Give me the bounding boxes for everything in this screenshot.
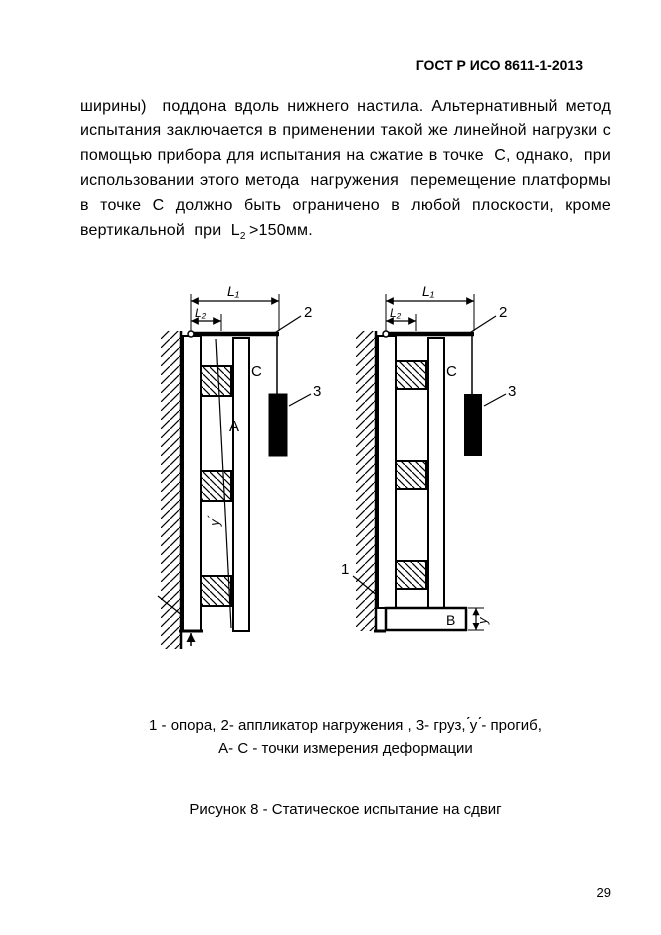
label-L1: L₁ <box>227 283 240 299</box>
figure-title: Рисунок 8 - Статическое испытание на сдв… <box>80 798 611 821</box>
label-1-r: 1 <box>341 561 349 578</box>
label-L2: L₂ <box>195 306 207 320</box>
label-3: 3 <box>313 383 321 400</box>
page-number: 29 <box>597 883 611 903</box>
label-yprime: y ́ <box>206 516 221 528</box>
figure-8-svg: L₁ L₂ 2 3 C A y ́ 1 <box>156 266 536 656</box>
label-L2-r: L₂ <box>390 306 402 320</box>
label-3-r: 3 <box>508 383 516 400</box>
caption-line-2: A- C - точки измерения деформации <box>218 740 473 757</box>
figure-block: L₁ L₂ 2 3 C A y ́ 1 <box>80 266 611 665</box>
label-C-r: C <box>446 363 457 380</box>
panel-left: L₁ L₂ 2 3 C A y ́ 1 <box>156 283 321 649</box>
label-A: A <box>229 418 239 435</box>
label-C: C <box>251 363 262 380</box>
panel-right: B L₁ L₂ 2 3 <box>341 283 516 631</box>
page: ГОСТ Р ИСО 8611-1-2013 ширины) поддона в… <box>0 0 661 935</box>
caption-line-1: 1 - опора, 2- аппликатор нагружения , 3-… <box>149 717 542 734</box>
label-2: 2 <box>304 304 312 321</box>
label-B: B <box>446 612 455 628</box>
label-yprime-r: y ́ <box>475 614 490 625</box>
document-header: ГОСТ Р ИСО 8611-1-2013 <box>80 55 611 77</box>
body-paragraph: ширины) поддона вдоль нижнего настила. А… <box>80 95 611 245</box>
figure-caption: 1 - опора, 2- аппликатор нагружения , 3-… <box>80 715 611 760</box>
label-L1-r: L₁ <box>422 283 435 299</box>
label-2-r: 2 <box>499 304 507 321</box>
